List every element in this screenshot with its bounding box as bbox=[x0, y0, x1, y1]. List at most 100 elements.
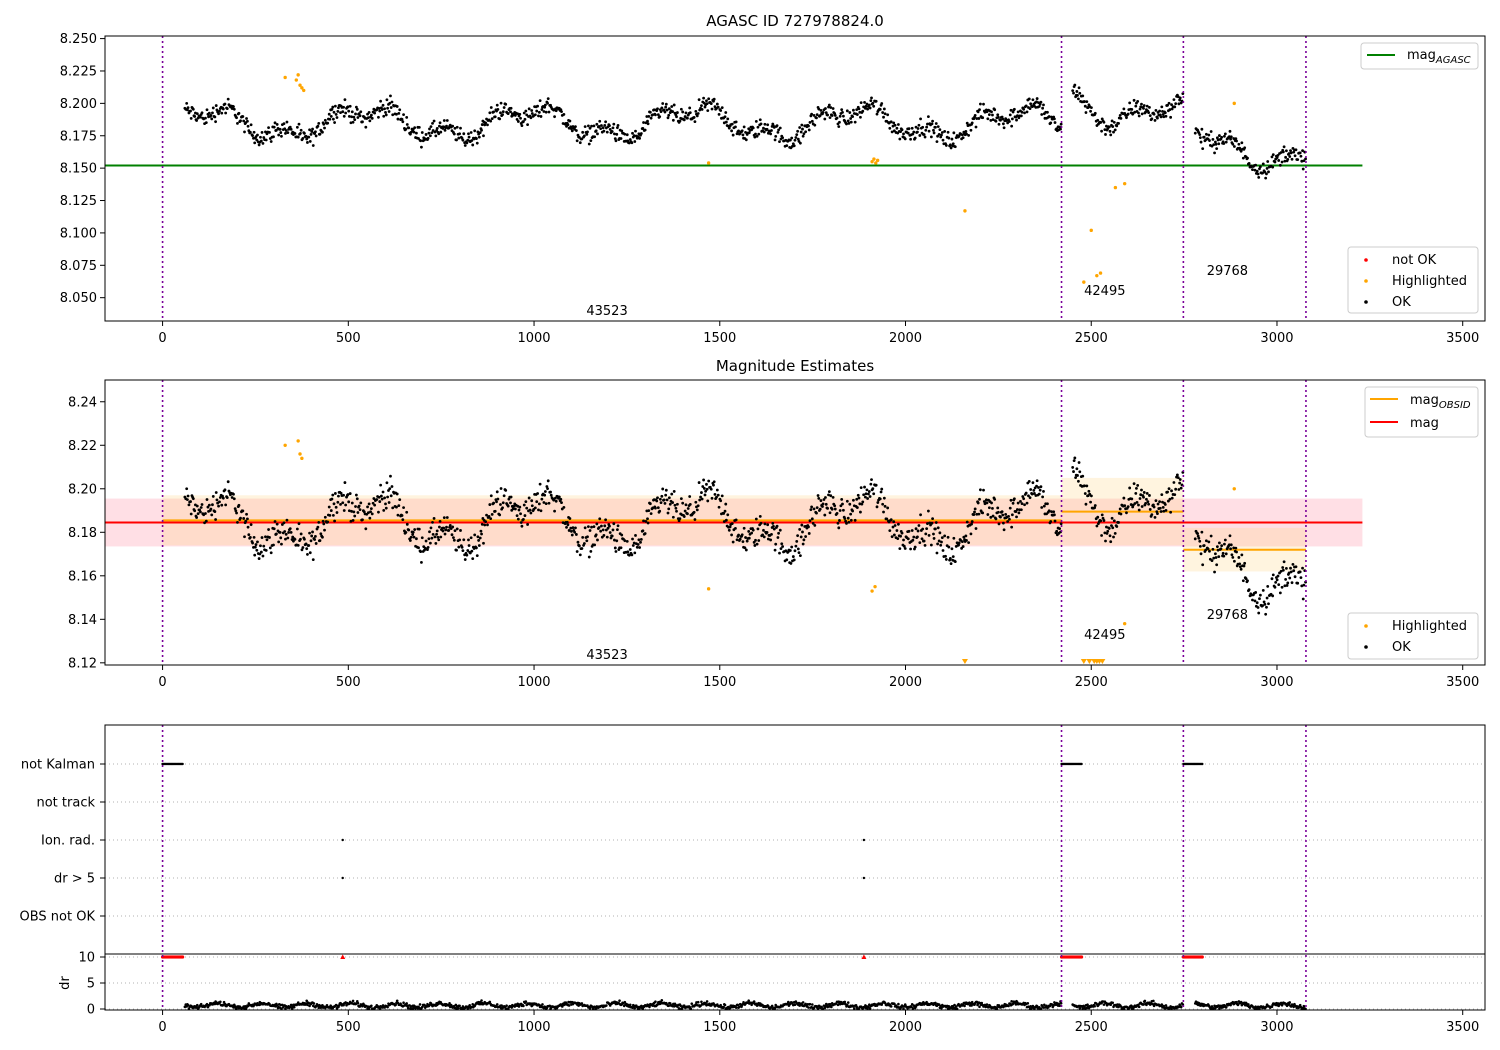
ok-point bbox=[533, 113, 537, 117]
ok-point bbox=[516, 120, 520, 123]
ok-point bbox=[586, 535, 589, 539]
ok-point bbox=[522, 503, 526, 507]
ok-point bbox=[972, 513, 976, 517]
dr-point bbox=[1236, 1003, 1240, 1007]
ok-point bbox=[488, 111, 492, 115]
ok-point bbox=[473, 533, 477, 537]
ok-point bbox=[535, 109, 539, 113]
agasc-line-legend: magAGASC bbox=[1360, 42, 1479, 70]
ok-point bbox=[533, 506, 537, 510]
ok-point bbox=[204, 512, 207, 515]
ok-point bbox=[630, 141, 634, 145]
ok-point bbox=[996, 113, 1000, 117]
ok-point bbox=[429, 125, 433, 129]
ok-point bbox=[1283, 584, 1287, 588]
ok-point bbox=[486, 123, 489, 127]
ok-point bbox=[941, 549, 945, 552]
ok-point bbox=[862, 493, 866, 497]
ok-point bbox=[785, 558, 789, 562]
ok-point bbox=[863, 100, 866, 104]
ok-point bbox=[770, 129, 773, 132]
ok-point bbox=[1142, 106, 1145, 110]
ok-point bbox=[1227, 543, 1231, 547]
ok-point bbox=[883, 504, 887, 508]
ok-point bbox=[1287, 152, 1291, 155]
ok-point bbox=[1284, 566, 1288, 570]
ok-point bbox=[918, 541, 922, 545]
ok-point bbox=[867, 103, 871, 107]
ok-point bbox=[863, 495, 867, 499]
ok-point bbox=[389, 474, 392, 478]
ok-point bbox=[407, 126, 411, 130]
ok-point bbox=[686, 512, 689, 516]
ok-point bbox=[692, 510, 696, 514]
ok-point bbox=[730, 122, 734, 126]
ok-point bbox=[611, 528, 615, 532]
ok-point bbox=[611, 126, 615, 130]
ok-point bbox=[925, 527, 929, 531]
highlighted-point bbox=[300, 456, 304, 461]
ok-point bbox=[750, 531, 754, 535]
ok-point bbox=[665, 498, 669, 502]
ok-point bbox=[275, 522, 279, 526]
ok-point bbox=[593, 135, 597, 139]
ok-point bbox=[404, 127, 408, 131]
ok-point bbox=[554, 499, 558, 503]
ok-point bbox=[646, 119, 649, 123]
ok-point bbox=[665, 108, 669, 112]
ok-point bbox=[1142, 495, 1145, 499]
ok-point bbox=[1231, 142, 1235, 146]
ok-point bbox=[1083, 484, 1086, 488]
ok-point bbox=[385, 98, 389, 102]
ok-point bbox=[280, 134, 283, 138]
ok-point bbox=[1148, 508, 1152, 511]
ok-point bbox=[311, 127, 314, 131]
ok-point bbox=[813, 123, 817, 127]
dr-point bbox=[1045, 1004, 1048, 1008]
ok-point bbox=[289, 127, 293, 131]
ok-point bbox=[903, 137, 907, 141]
ok-point bbox=[1142, 491, 1146, 494]
ok-point bbox=[1253, 168, 1257, 172]
ok-point bbox=[185, 108, 189, 112]
ok-point bbox=[546, 487, 549, 491]
ok-point bbox=[701, 485, 705, 488]
ok-point bbox=[405, 115, 409, 119]
ok-point bbox=[458, 538, 462, 542]
ok-point bbox=[467, 538, 470, 542]
ok-point bbox=[1271, 153, 1275, 157]
highlighted-point bbox=[963, 209, 967, 213]
ok-point bbox=[1077, 479, 1080, 483]
ok-point bbox=[1029, 102, 1033, 106]
ok-point bbox=[241, 115, 245, 118]
dr-point bbox=[1288, 1001, 1292, 1004]
ok-point bbox=[712, 480, 716, 484]
ok-point bbox=[688, 111, 692, 115]
ok-point bbox=[395, 105, 399, 108]
ok-point bbox=[1228, 129, 1232, 133]
ok-legend-marker-2 bbox=[1364, 645, 1368, 649]
ok-point bbox=[874, 483, 878, 487]
ok-point bbox=[352, 510, 356, 514]
ok-point bbox=[868, 495, 872, 498]
ok-point bbox=[819, 499, 823, 502]
ok-point bbox=[468, 551, 472, 555]
ok-point bbox=[568, 517, 572, 520]
ok-point bbox=[937, 133, 941, 136]
ok-point bbox=[895, 529, 899, 532]
highlighted-point bbox=[300, 86, 304, 90]
ok-point bbox=[790, 545, 794, 549]
ok-point bbox=[1022, 107, 1026, 111]
ok-point bbox=[259, 550, 263, 554]
ok-point bbox=[459, 529, 462, 532]
ok-point bbox=[400, 117, 404, 121]
ok-point bbox=[720, 494, 724, 498]
ok-point bbox=[1207, 540, 1211, 544]
ok-point bbox=[770, 532, 773, 536]
ok-point bbox=[940, 133, 943, 137]
ok-point bbox=[619, 137, 623, 140]
highlighted-point bbox=[283, 75, 287, 80]
ok-point bbox=[211, 495, 215, 498]
ok-point bbox=[204, 519, 208, 523]
